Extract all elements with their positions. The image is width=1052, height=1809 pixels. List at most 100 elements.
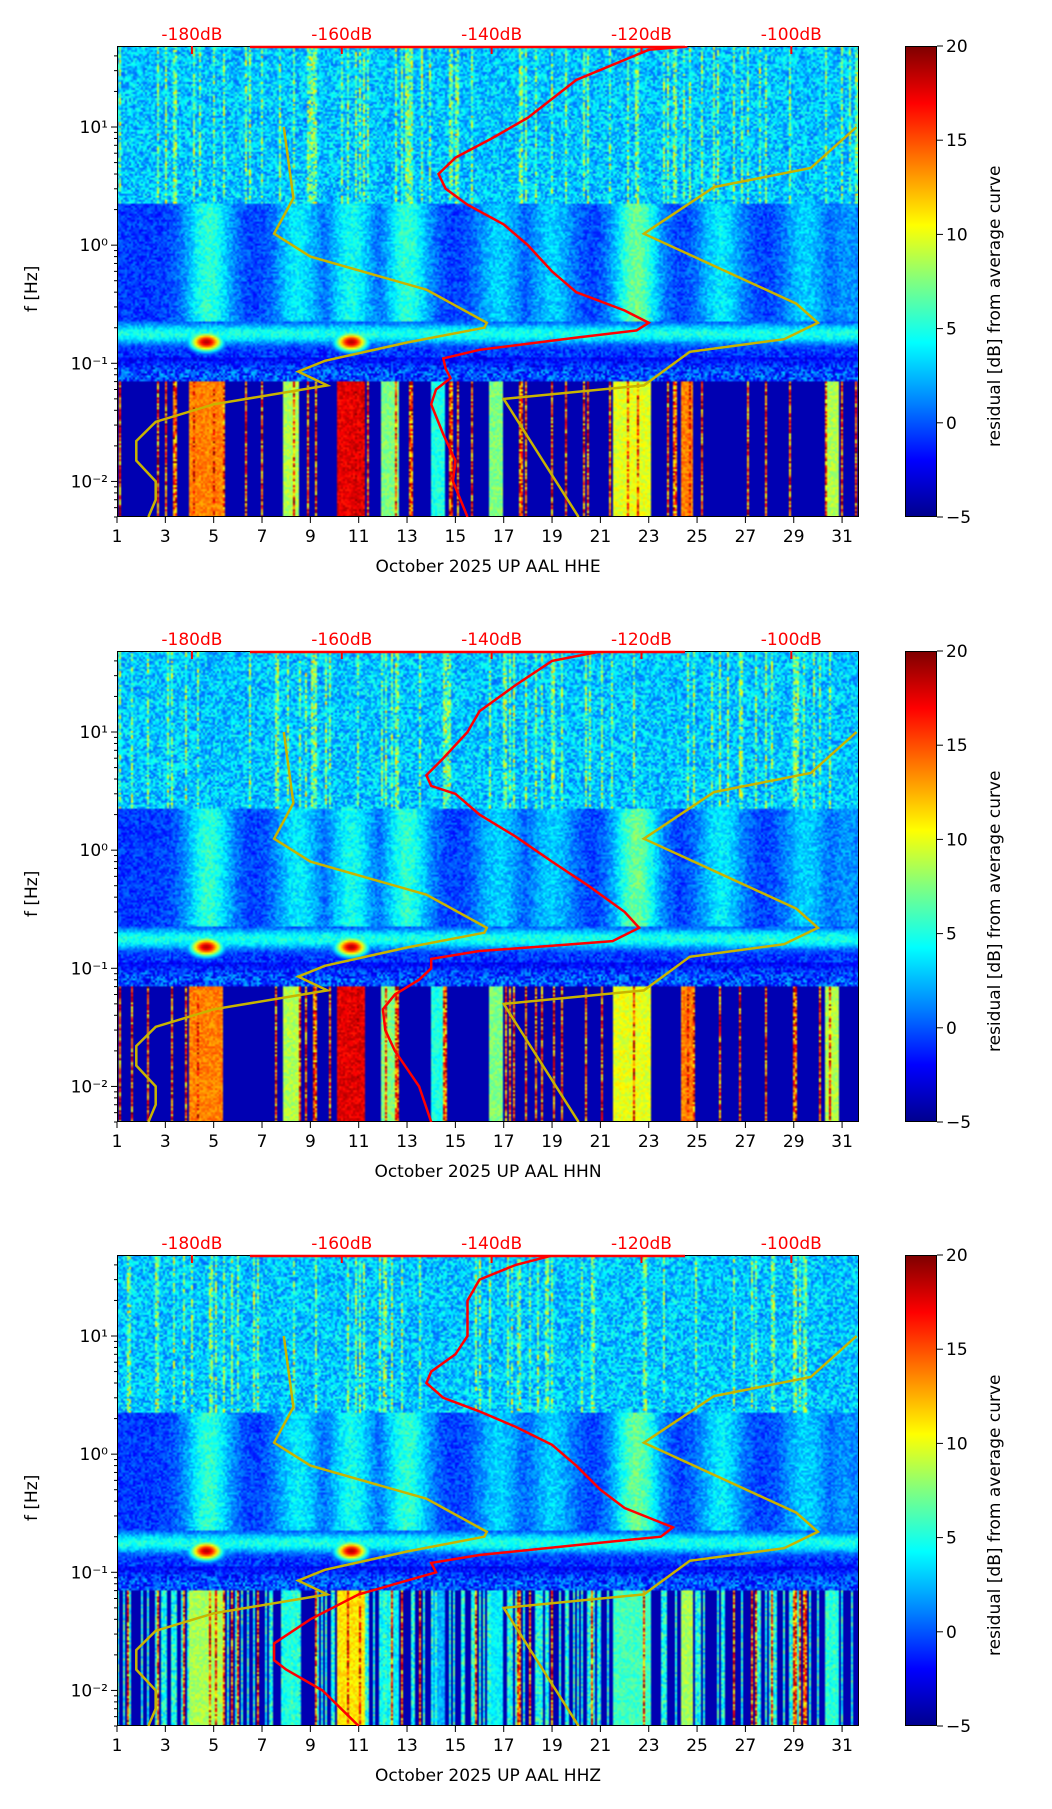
top-axis-label: -140dB <box>461 630 522 650</box>
y-axis-label: f [Hz] <box>22 870 42 917</box>
x-tick-label: 9 <box>305 527 316 547</box>
colorbar-tick-label: 10 <box>946 225 968 245</box>
top-axis-label: -180dB <box>161 25 222 45</box>
low-noise-model-curve <box>135 1335 489 1726</box>
x-tick-label: 19 <box>541 1132 563 1152</box>
spectrogram-heatmap <box>117 651 859 1122</box>
colorbar-tick-label: 5 <box>946 1529 957 1549</box>
colorbar-tick-label: 15 <box>946 131 968 151</box>
x-tick-label: 15 <box>445 1132 467 1152</box>
top-axis-label: -180dB <box>161 630 222 650</box>
top-axis-label: -120dB <box>611 25 672 45</box>
low-noise-model-curve <box>135 126 489 517</box>
colorbar-tick-label: 0 <box>946 414 957 434</box>
high-noise-model-curve <box>501 126 858 517</box>
x-tick-label: 19 <box>541 1736 563 1756</box>
x-tick-label: 29 <box>783 1132 805 1152</box>
top-axis-label: -120dB <box>611 630 672 650</box>
x-tick-label: 21 <box>590 1132 612 1152</box>
x-tick-label: 11 <box>348 527 370 547</box>
x-tick-label: 3 <box>160 527 171 547</box>
y-tick-label: 10¹ <box>80 1327 108 1347</box>
x-tick-label: 29 <box>783 527 805 547</box>
x-tick-label: 17 <box>493 1132 515 1152</box>
colorbar-tick-label: 5 <box>946 320 957 340</box>
x-tick-label: 17 <box>493 527 515 547</box>
colorbar-tick-label: 0 <box>946 1019 957 1039</box>
x-tick-label: 1 <box>112 1132 123 1152</box>
x-tick-label: 21 <box>590 527 612 547</box>
x-tick-label: 23 <box>638 1132 660 1152</box>
y-tick-label: 10⁻² <box>71 1077 108 1097</box>
y-tick-label: 10⁰ <box>80 841 109 861</box>
colorbar-tick-label: −5 <box>946 1717 971 1737</box>
colorbar-label: residual [dB] from average curve <box>985 1374 1005 1656</box>
x-tick-label: 13 <box>396 1736 418 1756</box>
x-tick-label: 11 <box>348 1736 370 1756</box>
top-axis-label: -120dB <box>611 1234 672 1254</box>
top-axis-label: -140dB <box>461 25 522 45</box>
y-tick-label: 10⁻¹ <box>71 959 108 979</box>
y-tick-label: 10⁻² <box>71 472 108 492</box>
colorbar-tick-label: 20 <box>946 642 968 662</box>
colorbar-label: residual [dB] from average curve <box>985 165 1005 447</box>
x-tick-label: 1 <box>112 1736 123 1756</box>
colorbar-tick-label: −5 <box>946 1113 971 1133</box>
x-tick-label: 5 <box>208 1132 219 1152</box>
x-tick-label: 25 <box>686 1736 708 1756</box>
x-tick-label: 7 <box>257 527 268 547</box>
median-psd-curve <box>429 46 688 517</box>
x-tick-label: 19 <box>541 527 563 547</box>
x-tick-label: 13 <box>396 1132 418 1152</box>
x-tick-label: 31 <box>831 1132 853 1152</box>
x-tick-label: 5 <box>208 1736 219 1756</box>
colorbar-tick-label: −5 <box>946 508 971 528</box>
y-axis-label: f [Hz] <box>22 265 42 312</box>
x-axis-label: October 2025 UP AAL HHZ <box>374 1766 602 1786</box>
x-tick-label: 9 <box>305 1132 316 1152</box>
median-psd-curve <box>272 1255 676 1726</box>
top-axis-label: -100dB <box>761 630 822 650</box>
x-tick-label: 11 <box>348 1132 370 1152</box>
y-axis-label: f [Hz] <box>22 1474 42 1521</box>
x-tick-label: 15 <box>445 527 467 547</box>
x-tick-label: 27 <box>735 1736 757 1756</box>
x-tick-label: 25 <box>686 1132 708 1152</box>
top-axis-label: -160dB <box>311 630 372 650</box>
colorbar <box>905 651 937 1122</box>
y-tick-label: 10⁰ <box>80 1445 109 1465</box>
spectrogram-panel-0: -180dB -160dB -140dB -120dB -100dB 1 3 5 7 9 11 13 1… <box>0 0 1052 600</box>
colorbar-tick-label: 10 <box>946 1434 968 1454</box>
y-tick-label: 10⁻¹ <box>71 1563 108 1583</box>
y-tick-label: 10⁻² <box>71 1681 108 1701</box>
top-axis-label: -160dB <box>311 1234 372 1254</box>
x-tick-label: 9 <box>305 1736 316 1756</box>
x-tick-label: 23 <box>638 527 660 547</box>
x-tick-label: 5 <box>208 527 219 547</box>
x-tick-label: 31 <box>831 1736 853 1756</box>
x-tick-label: 3 <box>160 1736 171 1756</box>
x-tick-label: 7 <box>257 1132 268 1152</box>
high-noise-model-curve <box>501 731 858 1122</box>
colorbar-tick-label: 5 <box>946 925 957 945</box>
y-tick-label: 10⁰ <box>80 236 109 256</box>
spectrogram-heatmap <box>117 1255 859 1726</box>
x-tick-label: 1 <box>112 527 123 547</box>
x-tick-label: 21 <box>590 1736 612 1756</box>
high-noise-model-curve <box>501 1335 858 1726</box>
x-tick-label: 17 <box>493 1736 515 1756</box>
x-tick-label: 13 <box>396 527 418 547</box>
colorbar-tick-label: 20 <box>946 1246 968 1266</box>
x-tick-label: 29 <box>783 1736 805 1756</box>
colorbar-tick-label: 15 <box>946 736 968 756</box>
top-axis-label: -140dB <box>461 1234 522 1254</box>
colorbar <box>905 46 937 517</box>
x-tick-label: 3 <box>160 1132 171 1152</box>
top-axis-label: -160dB <box>311 25 372 45</box>
top-axis-label: -100dB <box>761 25 822 45</box>
x-tick-label: 27 <box>735 527 757 547</box>
colorbar-tick-label: 0 <box>946 1623 957 1643</box>
spectrogram-panel-1: -180dB -160dB -140dB -120dB -100dB 1 3 5 7 9 11 13 1… <box>0 605 1052 1205</box>
